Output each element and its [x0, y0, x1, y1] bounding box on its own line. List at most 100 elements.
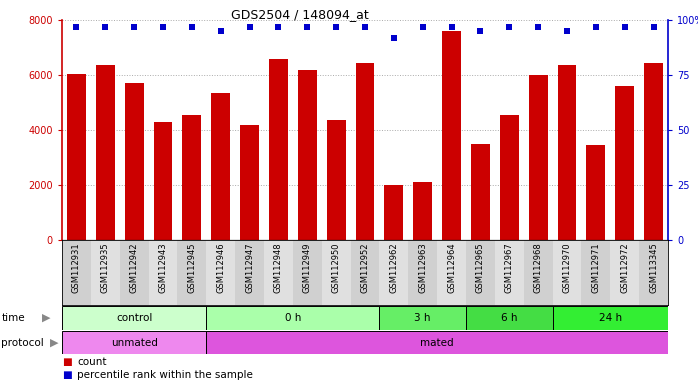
Bar — [235, 240, 264, 305]
Bar — [524, 240, 553, 305]
Point — [446, 23, 457, 30]
Bar — [553, 240, 581, 305]
Point — [388, 35, 399, 41]
Bar — [264, 240, 293, 305]
Text: control: control — [116, 313, 152, 323]
Bar — [269, 58, 288, 240]
Bar — [553, 306, 668, 330]
Bar — [350, 240, 380, 305]
Text: GSM112945: GSM112945 — [187, 243, 196, 293]
Bar — [586, 145, 605, 240]
Text: ■: ■ — [62, 370, 72, 380]
Bar — [581, 240, 610, 305]
Bar — [443, 31, 461, 240]
Point — [244, 23, 255, 30]
Point — [648, 23, 659, 30]
Point — [215, 28, 226, 34]
Bar — [240, 124, 259, 240]
Bar — [207, 306, 380, 330]
Bar — [211, 93, 230, 240]
Text: GSM112972: GSM112972 — [621, 243, 629, 293]
Text: 0 h: 0 h — [285, 313, 301, 323]
Point — [70, 23, 82, 30]
Text: GSM112965: GSM112965 — [476, 243, 485, 293]
Bar — [380, 240, 408, 305]
Bar — [610, 240, 639, 305]
Text: GSM112935: GSM112935 — [101, 243, 110, 293]
Bar — [466, 306, 553, 330]
Point — [591, 23, 602, 30]
Point — [128, 23, 140, 30]
Text: 24 h: 24 h — [599, 313, 622, 323]
Bar — [96, 65, 114, 240]
Text: time: time — [1, 313, 25, 323]
Text: ■: ■ — [62, 357, 72, 367]
Bar — [644, 63, 663, 240]
Text: GSM112943: GSM112943 — [158, 243, 168, 293]
Point — [273, 23, 284, 30]
Bar — [327, 120, 346, 240]
Bar — [298, 70, 317, 240]
Bar — [322, 240, 350, 305]
Bar — [62, 331, 207, 354]
Bar — [91, 240, 120, 305]
Text: GDS2504 / 148094_at: GDS2504 / 148094_at — [231, 8, 369, 21]
Bar — [293, 240, 322, 305]
Text: GSM112968: GSM112968 — [534, 243, 542, 293]
Text: percentile rank within the sample: percentile rank within the sample — [77, 370, 253, 380]
Bar — [67, 74, 86, 240]
Bar — [558, 65, 577, 240]
Point — [302, 23, 313, 30]
Bar — [385, 185, 403, 240]
Point — [158, 23, 169, 30]
Bar — [500, 115, 519, 240]
Bar — [413, 182, 432, 240]
Bar — [125, 83, 144, 240]
Bar — [529, 75, 547, 240]
Text: count: count — [77, 357, 107, 367]
Point — [331, 23, 342, 30]
Bar — [177, 240, 207, 305]
Point — [417, 23, 429, 30]
Bar — [616, 86, 634, 240]
Bar — [120, 240, 149, 305]
Point — [359, 23, 371, 30]
Text: GSM112947: GSM112947 — [245, 243, 254, 293]
Text: GSM112931: GSM112931 — [72, 243, 81, 293]
Text: GSM112964: GSM112964 — [447, 243, 456, 293]
Text: GSM112962: GSM112962 — [389, 243, 399, 293]
Point — [504, 23, 515, 30]
Point — [561, 28, 572, 34]
Bar — [380, 306, 466, 330]
Text: GSM112963: GSM112963 — [418, 243, 427, 293]
Point — [475, 28, 486, 34]
Point — [100, 23, 111, 30]
Point — [533, 23, 544, 30]
Bar — [408, 240, 437, 305]
Bar — [182, 115, 201, 240]
Text: GSM112946: GSM112946 — [216, 243, 225, 293]
Text: ▶: ▶ — [42, 313, 50, 323]
Bar — [495, 240, 524, 305]
Text: 6 h: 6 h — [501, 313, 517, 323]
Bar — [471, 144, 490, 240]
Point — [186, 23, 198, 30]
Text: GSM112967: GSM112967 — [505, 243, 514, 293]
Text: mated: mated — [420, 338, 454, 348]
Text: GSM112952: GSM112952 — [360, 243, 369, 293]
Point — [619, 23, 630, 30]
Bar — [207, 240, 235, 305]
Text: GSM112942: GSM112942 — [130, 243, 139, 293]
Bar — [62, 306, 207, 330]
Text: GSM113345: GSM113345 — [649, 243, 658, 293]
Text: GSM112948: GSM112948 — [274, 243, 283, 293]
Text: unmated: unmated — [111, 338, 158, 348]
Bar — [62, 240, 91, 305]
Bar — [355, 63, 374, 240]
Bar — [207, 331, 668, 354]
Bar — [437, 240, 466, 305]
Text: ▶: ▶ — [50, 338, 59, 348]
Text: 3 h: 3 h — [415, 313, 431, 323]
Text: GSM112971: GSM112971 — [591, 243, 600, 293]
Text: GSM112950: GSM112950 — [332, 243, 341, 293]
